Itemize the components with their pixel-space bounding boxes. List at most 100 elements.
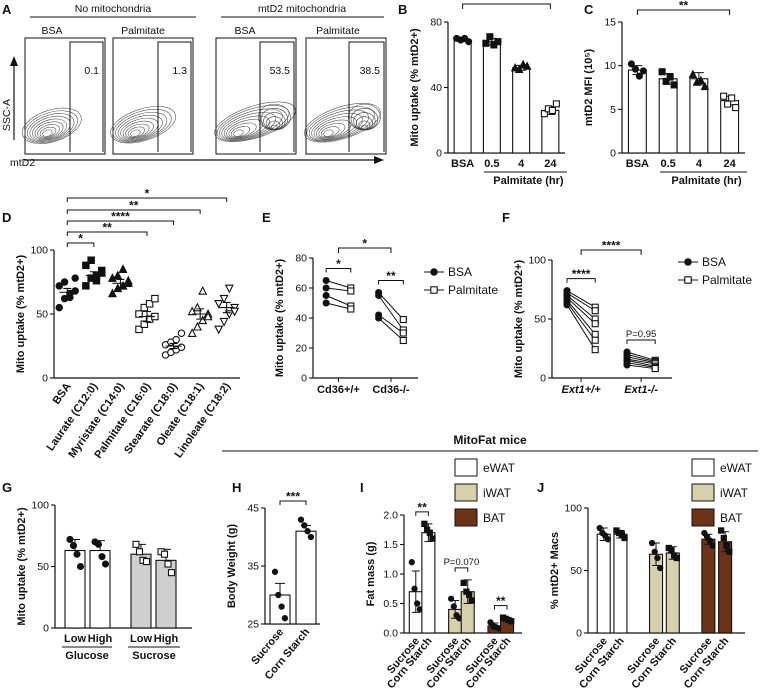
panel-j-legend-box-2 [691,508,715,527]
panel-e-ytick-label-4: 80 [295,253,307,265]
panel-i-point [447,595,455,602]
panel-c-point [696,75,706,85]
panel-b-label: B [398,2,407,17]
panel-g-point [167,569,176,577]
flow-contour [221,112,277,140]
panel-f-xtick-label-1: Ext1-/- [624,384,658,396]
flow-contour [125,123,150,139]
panel-d-point [214,325,224,335]
panel-f-legend-marker-0 [684,258,692,266]
panel-j-point [726,548,733,555]
panel-a-label: A [2,2,12,17]
flow-contour [27,113,75,143]
panel-i-point [508,618,515,625]
panel-c-label: C [584,2,594,17]
panel-c-ytick-label-0: 0 [610,148,616,160]
panel-d-ylabel: Mito uptake (% mtD2+) [15,255,27,374]
panel-c-point [700,81,710,91]
panel-f-sig-0-bracket [566,278,596,283]
panel-i-point [450,603,457,610]
panel-d-mean-2 [112,278,129,288]
panel-e-sig-2-bracket [337,247,392,253]
flow-gate-value: 0.1 [84,65,99,77]
panel-g-bar-2 [130,553,152,629]
panel-d-ytick-label-0: 0 [42,373,48,385]
panel-d-point [219,317,229,327]
panel-d-point [192,321,202,331]
panel-b-point [548,106,556,114]
flow-contour [24,110,78,143]
panel-g-point [66,535,74,543]
panel-a-xlabel: mtD2 [10,157,35,169]
flow-contour [233,129,244,137]
panel-b-xtick-label-2: 4 [518,158,525,170]
panel-a-cond-3: BSA [234,25,255,37]
panel-c-ylabel: mtD2 MFI (10⁵) [583,49,595,127]
flow-plots: 0.1 1.3 53.5 38.5 [21,37,387,155]
panel-c-point [688,69,698,78]
panel-d-point [187,328,197,337]
flow-contour [21,107,82,144]
panel-c-xtick-label-1: 0.5 [660,158,675,170]
panel-g-group-label-0: Glucose [65,650,108,662]
panel-d-point [113,270,123,280]
panel-c-sig-0-bracket [636,9,731,15]
panel-c-point [724,100,732,108]
panel-d-point [224,284,234,294]
panel-j-legend-box-1 [691,483,715,502]
panel-c-xtick-label-3: 24 [724,158,737,170]
panel-g-point [160,550,169,558]
panel-g-point [135,548,144,556]
panel-g-point [76,562,85,571]
panel-c-point [666,73,674,81]
panel-e-bsa-point [322,299,330,307]
panel-c-sig-0-sig-label: ** [679,0,689,13]
panel-f-label: F [502,210,510,225]
panel-b-point [482,39,490,47]
panel-i-legend-label-1: iWAT [483,486,512,500]
panel-f-palmitate-point [591,330,599,338]
panel-f-bsa-point [623,361,631,369]
panel-e-palmitate-point [399,315,407,324]
panel-e-palmitate-point [399,329,407,337]
panel-b-point [486,33,494,41]
panel-d-mean-0 [59,287,76,297]
panel-g-point [69,542,78,550]
panel-f-pair-line [566,304,596,350]
panel-d-point [230,307,240,317]
panel-f-pair-line [626,358,656,365]
panel-d-point [98,269,106,277]
flow-contour [230,126,251,138]
panel-f-palmitate-point [591,336,599,344]
panel-g-xtick-label-2: Low [130,633,152,645]
flow-contour-positive [258,103,291,131]
panel-d-point [123,275,133,285]
panel-f-palmitate-point [591,320,599,328]
panel-g-ytick-label-0: 0 [43,623,49,635]
panel-h-point [275,591,282,599]
panel-j-ylabel: % mtD2+ Macs [549,532,561,609]
flow-contour [127,126,145,138]
panel-j-ytick-label-1: 50 [570,565,582,577]
panel-j-point [717,527,725,534]
panel-c-point [670,81,678,89]
flow-contour [39,126,57,138]
panel-b: B 0 40 80 Mito uptake (% mtD2+) BSA 0.5 4 24 Palm… [398,0,567,187]
flow-plot-frame [112,37,194,155]
panel-d-point [118,264,128,273]
panel-b-bar-1 [482,41,501,154]
panel-j-bar-4 [701,538,716,634]
panel-d-point [151,294,159,303]
panel-e-pair-line [326,302,351,310]
panel-c: C 0 5 10 15 mtD2 MFI (10⁵) BSA 0.5 4 24 Palmitate … [583,0,747,187]
flow-contour [308,109,369,141]
panel-e-xtick-label-1: Cd36-/- [372,384,410,396]
panel-g-xtick-label-3: High [154,633,179,645]
panel-d-label: D [2,210,11,225]
flow-gate [69,41,104,152]
panel-g-ytick-label-2: 100 [31,500,49,512]
